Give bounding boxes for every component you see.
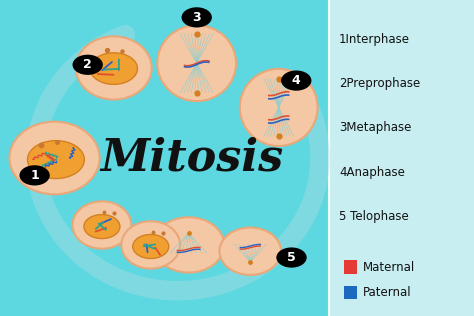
Text: 1Interphase: 1Interphase <box>339 33 410 46</box>
Text: Paternal: Paternal <box>363 286 411 299</box>
Text: 2: 2 <box>83 58 92 71</box>
Text: 1: 1 <box>30 169 39 182</box>
Text: 5: 5 <box>287 251 296 264</box>
Text: 2Preprophase: 2Preprophase <box>339 77 420 90</box>
Ellipse shape <box>153 217 224 272</box>
Circle shape <box>133 234 169 258</box>
Ellipse shape <box>219 228 281 275</box>
Circle shape <box>281 70 311 91</box>
Bar <box>329 0 474 316</box>
Text: 5 Telophase: 5 Telophase <box>339 210 409 223</box>
Text: 3Metaphase: 3Metaphase <box>339 121 411 135</box>
Text: 4: 4 <box>292 74 301 87</box>
Ellipse shape <box>240 69 318 146</box>
Ellipse shape <box>9 122 100 194</box>
Circle shape <box>276 247 307 268</box>
Bar <box>344 286 357 299</box>
Circle shape <box>19 165 50 185</box>
Circle shape <box>84 215 120 239</box>
Ellipse shape <box>73 201 131 249</box>
Circle shape <box>27 141 84 179</box>
Ellipse shape <box>157 25 236 101</box>
Text: Maternal: Maternal <box>363 260 415 274</box>
Text: 3: 3 <box>192 11 201 24</box>
Bar <box>344 260 357 274</box>
Ellipse shape <box>76 36 152 100</box>
Circle shape <box>182 7 212 27</box>
Circle shape <box>90 53 137 84</box>
Circle shape <box>73 55 103 75</box>
Ellipse shape <box>121 221 180 269</box>
Text: Mitosis: Mitosis <box>100 137 283 179</box>
Text: 4Anaphase: 4Anaphase <box>339 166 405 179</box>
